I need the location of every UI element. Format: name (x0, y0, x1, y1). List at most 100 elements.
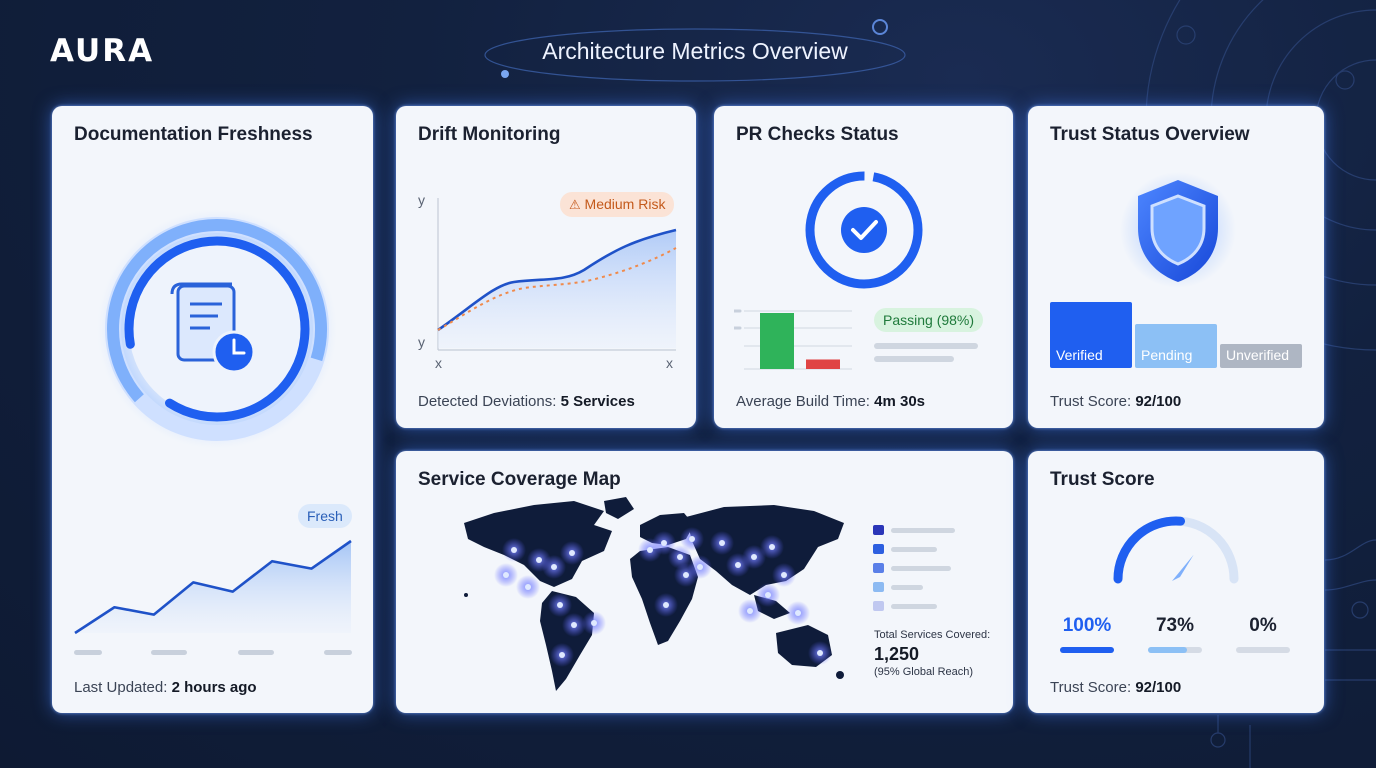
document-clock-icon (170, 282, 256, 374)
trust-stat-bar-fill (1148, 647, 1187, 653)
map-dot (735, 562, 741, 568)
check-circle-icon (805, 171, 923, 289)
total-services-value: 1,250 (874, 644, 920, 664)
legend-item (873, 563, 963, 573)
trust-stat-bar (1060, 647, 1114, 653)
map-dot (591, 620, 597, 626)
trust-stat: 100% (1060, 615, 1114, 655)
map-dot (503, 572, 509, 578)
trust-score-value: 92/100 (1135, 393, 1182, 410)
legend-line (891, 547, 937, 552)
card-title: Service Coverage Map (418, 469, 621, 490)
map-dot (663, 602, 669, 608)
map-dot (525, 584, 531, 590)
trust-stat-bar (1236, 647, 1290, 653)
map-dot (551, 564, 557, 570)
card-title: Trust Score (1050, 469, 1155, 490)
map-dot (719, 540, 725, 546)
trend-line (74, 539, 352, 635)
map-dot (557, 602, 563, 608)
fresh-badge: Fresh (298, 504, 352, 528)
legend-line (891, 566, 951, 571)
deviations-value: 5 Services (560, 393, 635, 410)
trust-score-gauge (1113, 516, 1239, 584)
drift-chart (437, 198, 677, 351)
drift-x-axis-label-right: x (666, 355, 673, 371)
trend-axis-ticks (74, 650, 352, 656)
map-dot (647, 547, 653, 553)
trust-bar-unverified: Unverified (1220, 344, 1302, 368)
trust-stat: 73% (1148, 615, 1202, 655)
trust-score-label: Trust Score: (1050, 679, 1132, 696)
map-dot (559, 652, 565, 658)
app-logo[interactable]: AURA (50, 34, 154, 68)
page-title: Architecture Metrics Overview (542, 38, 848, 64)
card-service-coverage-map[interactable]: Service Coverage Map Total Services Cove… (396, 451, 1013, 713)
trust-score-footer: Trust Score: 92/100 (1050, 679, 1181, 696)
card-pr-checks[interactable]: PR Checks Status Passing (98%) Average B… (714, 106, 1013, 428)
trust-stat-value: 73% (1155, 615, 1195, 636)
trust-stat-bar (1148, 647, 1202, 653)
last-updated: Last Updated: 2 hours ago (74, 679, 257, 696)
map-legend (873, 525, 963, 615)
last-updated-label: Last Updated: (74, 679, 168, 696)
trust-bar-pending: Pending (1135, 324, 1217, 368)
shield-icon (1120, 172, 1236, 288)
freshness-trend-chart (74, 539, 352, 635)
trust-bar-label: Verified (1056, 347, 1103, 363)
drift-x-axis-label: x (435, 355, 442, 371)
pr-bar-fail (806, 359, 840, 369)
build-time-label: Average Build Time: (736, 393, 870, 410)
trust-stat: 0% (1236, 615, 1290, 655)
map-dot (817, 650, 823, 656)
card-drift-monitoring[interactable]: Drift Monitoring ⚠ Medium Risk y y x x D… (396, 106, 696, 428)
pr-bar-pass (760, 313, 794, 369)
drift-actual-line (437, 228, 677, 332)
legend-swatch (873, 582, 884, 592)
logo-text: AURA (50, 33, 155, 69)
map-dot (747, 608, 753, 614)
card-trust-status-overview[interactable]: Trust Status Overview Verified Pending Unv… (1028, 106, 1324, 428)
trust-bar-label: Pending (1141, 347, 1193, 363)
legend-swatch (873, 525, 884, 535)
pr-checks-bar-chart (734, 309, 852, 370)
trust-bar-verified: Verified (1050, 302, 1132, 368)
deviations-label: Detected Deviations: (418, 393, 557, 410)
drift-y-axis-label: y (418, 192, 425, 208)
map-dot (571, 622, 577, 628)
legend-item (873, 544, 963, 554)
map-dot (795, 610, 801, 616)
card-trust-score[interactable]: Trust Score 100% 73% 0% Trust Score: 92/10… (1028, 451, 1324, 713)
card-title: Documentation Freshness (74, 124, 313, 145)
legend-swatch (873, 563, 884, 573)
placeholder-line (874, 343, 978, 349)
detected-deviations: Detected Deviations: 5 Services (418, 393, 635, 410)
total-services-label: Total Services Covered: (874, 629, 991, 641)
global-reach: (95% Global Reach) (874, 666, 974, 678)
map-dot (751, 554, 757, 560)
card-documentation-freshness[interactable]: Documentation Freshness Fresh (52, 106, 373, 713)
world-map (464, 497, 844, 691)
trust-score-stats: 100% 73% 0% (1050, 615, 1304, 655)
gauge-track (1113, 516, 1239, 584)
trust-score-footer: Trust Score: 92/100 (1050, 393, 1181, 410)
passing-badge: Passing (98%) (874, 308, 984, 332)
legend-line (891, 585, 923, 590)
legend-item (873, 601, 963, 611)
map-dot (683, 572, 689, 578)
build-time-value: 4m 30s (874, 393, 926, 410)
trust-bar-label: Unverified (1226, 347, 1290, 363)
card-title: Drift Monitoring (418, 124, 561, 145)
freshness-ring (97, 209, 337, 449)
last-updated-value: 2 hours ago (171, 679, 257, 696)
trust-score-label: Trust Score: (1050, 393, 1132, 410)
placeholder-line (874, 356, 954, 362)
trust-status-bar-chart: Verified Pending Unverified (1050, 302, 1304, 368)
warning-icon: ⚠ (569, 197, 581, 212)
map-dot (569, 550, 575, 556)
map-dot (661, 540, 667, 546)
map-dot (511, 547, 517, 553)
legend-line (891, 604, 937, 609)
drift-y-axis-label-bottom: y (418, 334, 425, 350)
risk-badge-label: Medium Risk (584, 196, 666, 212)
